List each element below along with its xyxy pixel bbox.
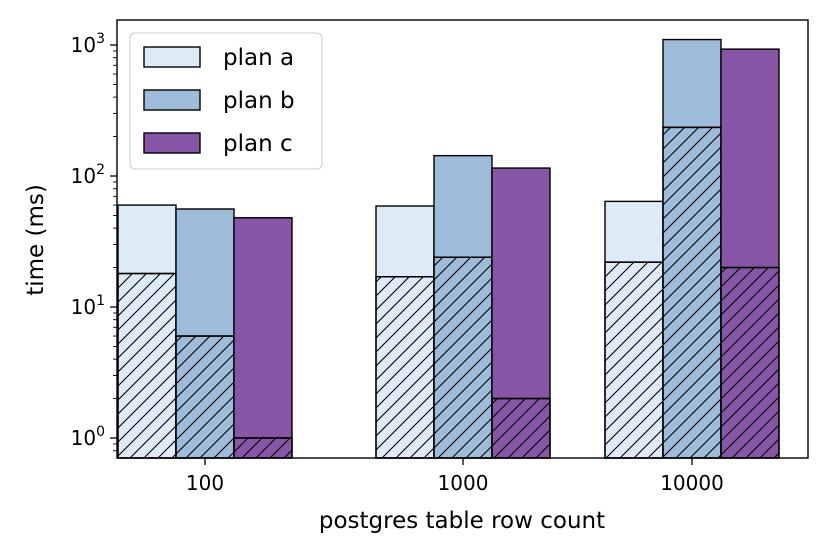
y-axis: 100 101 102 103	[71, 31, 117, 452]
bar-plan-c-100-upper	[233, 217, 293, 439]
legend-swatch	[143, 89, 201, 111]
legend-label: plan c	[223, 131, 293, 157]
bars-group	[117, 38, 780, 459]
legend-swatch	[143, 46, 201, 68]
bar-plan-a-1000-lower-hatch	[375, 276, 435, 459]
bar-plan-c-1000-lower-hatch	[491, 397, 551, 459]
y-tick-label: 101	[71, 293, 105, 319]
x-tick-label: 10000	[660, 471, 724, 495]
bar-plan-a-1000-upper	[375, 205, 435, 278]
y-tick-label: 100	[71, 424, 105, 450]
bar-plan-b-100-upper	[175, 208, 235, 337]
bar-plan-a-100-upper	[117, 204, 177, 275]
legend: plan a plan b plan c	[129, 32, 323, 170]
bar-plan-b-1000-upper	[433, 154, 493, 258]
x-axis: 100 1000 10000	[186, 458, 724, 495]
bar-plan-b-100-lower-hatch	[175, 335, 235, 459]
y-tick-label: 103	[71, 31, 105, 57]
bar-plan-a-10000-lower-hatch	[604, 261, 664, 459]
bar-plan-a-100-lower-hatch	[117, 272, 177, 459]
bar-plan-b-10000-upper	[662, 38, 722, 129]
bar-plan-c-100-lower-hatch	[233, 437, 293, 459]
x-tick-label: 1000	[438, 471, 489, 495]
bar-plan-b-1000-lower-hatch	[433, 256, 493, 459]
legend-swatch	[143, 132, 201, 154]
y-tick-label: 102	[71, 162, 105, 188]
y-axis-title: time (ms)	[23, 184, 49, 296]
bar-plan-c-10000-upper	[720, 48, 780, 269]
legend-label: plan a	[223, 45, 294, 71]
x-tick-label: 100	[186, 471, 224, 495]
bar-plan-c-1000-upper	[491, 167, 551, 400]
x-axis-title: postgres table row count	[319, 508, 605, 534]
bar-plan-a-10000-upper	[604, 200, 664, 263]
legend-label: plan b	[223, 88, 295, 114]
bar-plan-c-10000-lower-hatch	[720, 266, 780, 459]
bar-plan-b-10000-lower-hatch	[662, 126, 722, 459]
